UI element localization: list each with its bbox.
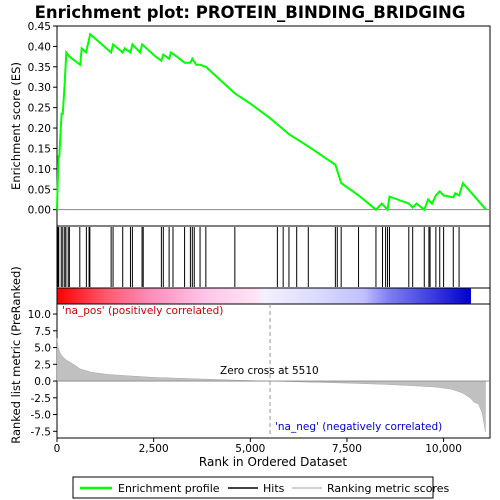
hits-panel-frame [56,225,491,289]
rank-color-bar [56,287,491,305]
x-axis: 0 2,500 5,000 7,500 10,000 [54,438,462,455]
metric-y-tick-label: 10.0 [28,309,51,321]
x-tick-label: 5,000 [235,443,265,455]
x-axis-label: Rank in Ordered Dataset [199,455,347,469]
pos-label: 'na_pos' (positively correlated) [62,305,223,317]
es-panel: 0.00 0.05 0.10 0.15 0.20 0.25 0.30 0.35 0.40 0.45… [9,21,491,227]
es-y-tick-label: 0.20 [28,123,51,135]
es-y-tick-label: 0.15 [28,143,51,155]
rank-color-bar-fill [57,288,471,304]
es-y-tick-label: 0.40 [28,41,51,53]
es-y-tick-label: 0.30 [28,82,51,94]
metric-y-tick-label: 5.0 [34,343,51,355]
x-tick-label: 2,500 [139,443,169,455]
legend-hits-label: Hits [263,482,285,495]
metric-y-tick-label: -2.5 [31,393,52,405]
es-y-tick-label: 0.25 [28,103,51,115]
es-y-tick-label: 0.05 [28,184,51,196]
zero-cross-label: Zero cross at 5510 [220,365,319,377]
metric-y-tick-label: 0.0 [34,376,51,388]
metric-panel: 10.0 7.5 5.0 2.5 0.0 -2.5 -5.0 -7.5 'na_pos' (p… [9,266,491,444]
es-panel-frame [56,25,491,227]
es-y-label: Enrichment score (ES) [9,62,23,190]
metric-y-tick-label: -7.5 [31,426,52,438]
legend-metric-label: Ranking metric scores [327,482,449,495]
es-y-tick-label: 0.45 [28,21,51,33]
legend: Enrichment profile Hits Ranking metric s… [72,476,449,499]
es-y-tick-label: 0.00 [28,205,51,217]
metric-y-tick-label: 2.5 [34,359,51,371]
es-y-tick-label: 0.35 [28,62,51,74]
legend-profile-label: Enrichment profile [118,482,220,495]
metric-y-tick-label: -5.0 [31,410,52,422]
hits-panel [56,225,491,289]
neg-label: 'na_neg' (negatively correlated) [275,421,442,433]
x-tick-label: 0 [54,443,61,455]
enrichment-profile-line [56,32,487,212]
metric-panel-frame [56,303,491,439]
metric-y-tick-label: 7.5 [34,326,51,338]
x-tick-label: 7,500 [332,443,362,455]
metric-y-label: Ranked list metric (PreRanked) [9,266,23,444]
chart-title: Enrichment plot: PROTEIN_BINDING_BRIDGIN… [35,3,466,22]
x-tick-label: 10,000 [425,443,462,455]
es-y-tick-label: 0.10 [28,164,51,176]
